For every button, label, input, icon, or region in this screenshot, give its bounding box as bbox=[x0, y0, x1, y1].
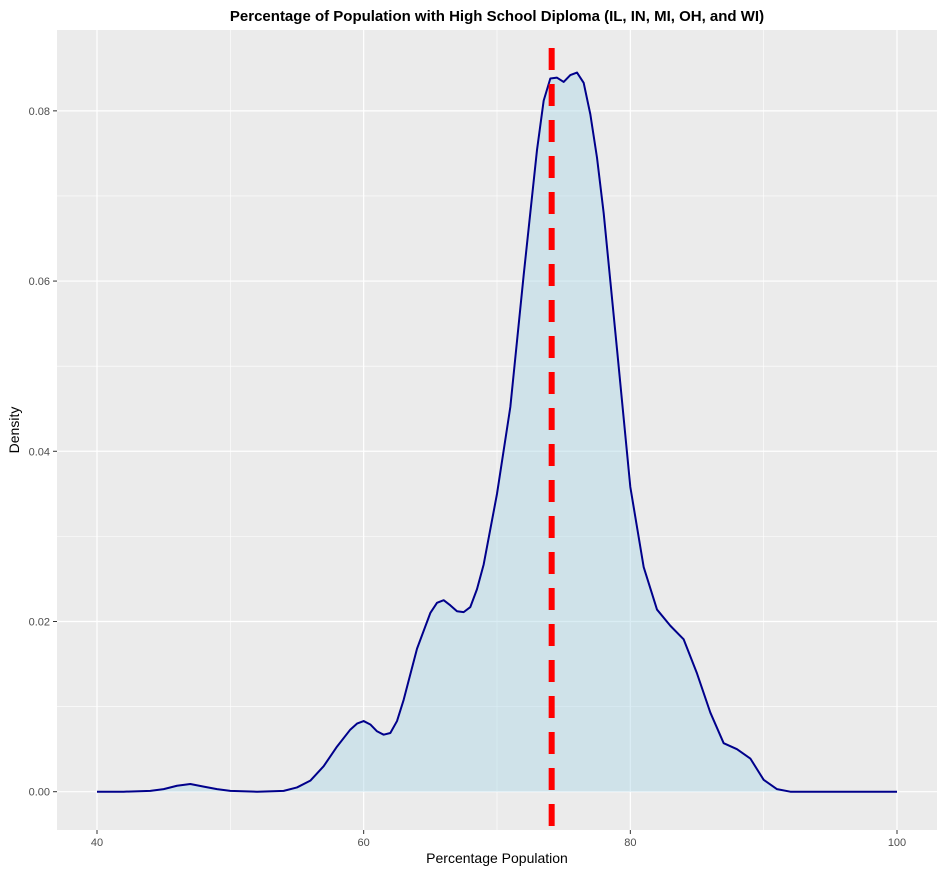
x-axis-ticks: 40 60 80 100 bbox=[91, 830, 906, 849]
density-area bbox=[97, 72, 897, 792]
density-line bbox=[97, 71, 897, 793]
x-tick-label: 100 bbox=[888, 837, 906, 849]
x-tick-label: 80 bbox=[624, 837, 636, 849]
y-tick-label: 0.02 bbox=[29, 616, 50, 628]
y-tick-label: 0.04 bbox=[29, 446, 50, 458]
x-tick-label: 60 bbox=[358, 837, 370, 849]
x-tick-label: 40 bbox=[91, 837, 103, 849]
grid-minor bbox=[57, 30, 937, 830]
y-tick-label: 0.06 bbox=[29, 276, 50, 288]
grid-major bbox=[57, 30, 937, 830]
chart-title: Percentage of Population with High Schoo… bbox=[230, 8, 764, 25]
x-axis-title: Percentage Population bbox=[426, 850, 568, 866]
y-tick-label: 0.08 bbox=[29, 106, 50, 118]
y-axis-ticks: 0.00 0.02 0.04 0.06 0.08 bbox=[29, 106, 57, 799]
y-axis-title: Density bbox=[6, 407, 22, 454]
y-tick-label: 0.00 bbox=[29, 787, 50, 799]
